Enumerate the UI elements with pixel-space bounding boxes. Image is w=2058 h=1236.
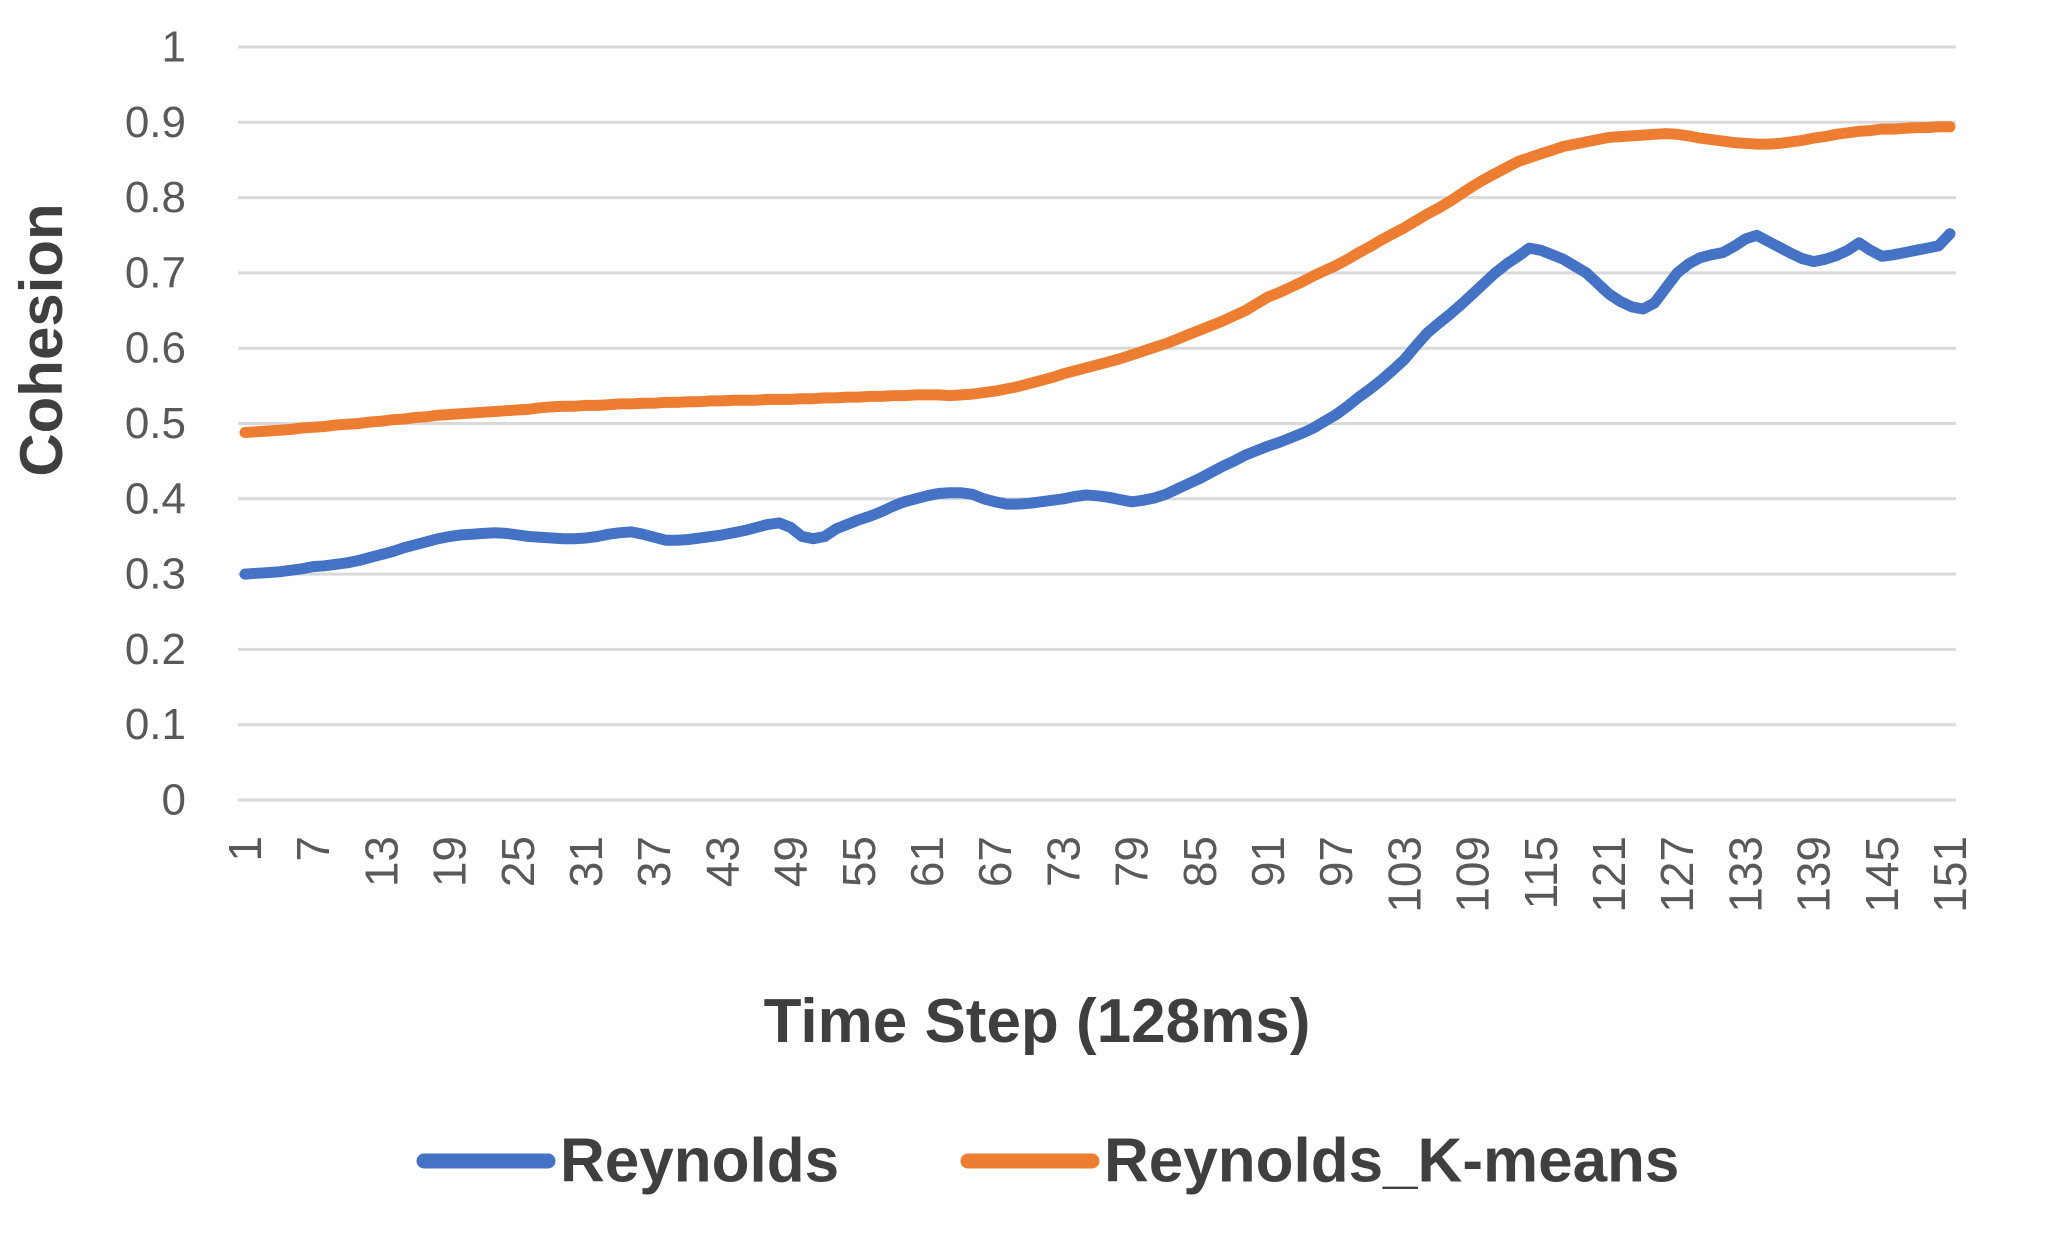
x-tick-label: 73 bbox=[1037, 836, 1089, 887]
x-tick-label: 133 bbox=[1719, 836, 1771, 913]
x-tick-label: 31 bbox=[560, 836, 612, 887]
x-tick-label: 151 bbox=[1924, 836, 1976, 913]
x-tick-label: 103 bbox=[1378, 836, 1430, 913]
series-line-reynolds bbox=[239, 228, 1956, 580]
y-tick-label: 0 bbox=[162, 776, 186, 825]
x-tick-label: 79 bbox=[1106, 836, 1158, 887]
y-tick-label: 0.4 bbox=[125, 474, 186, 523]
x-tick-label: 37 bbox=[628, 836, 680, 887]
x-tick-label: 109 bbox=[1447, 836, 1499, 913]
x-tick-label: 91 bbox=[1242, 836, 1294, 887]
y-axis-title: Cohesion bbox=[8, 203, 75, 476]
x-tick-label: 85 bbox=[1174, 836, 1226, 887]
y-tick-label: 0.6 bbox=[125, 324, 186, 373]
y-tick-label: 0.9 bbox=[125, 98, 186, 147]
legend-item-reynolds: Reynolds bbox=[416, 1127, 839, 1196]
y-tick-label: 1 bbox=[162, 23, 186, 72]
x-tick-label: 121 bbox=[1583, 836, 1635, 913]
legend-label-reynolds-k-means: Reynolds_K-means bbox=[1104, 1127, 1679, 1196]
x-tick-label: 55 bbox=[833, 836, 885, 887]
series-line-reynolds-k-means bbox=[239, 121, 1956, 438]
y-axis-tick-labels: 0 0.1 0.2 0.3 0.4 0.5 0.6 0.7 0.8 0.9 1 bbox=[125, 23, 186, 825]
legend: Reynolds Reynolds_K-means bbox=[416, 1127, 1679, 1196]
x-tick-label: 145 bbox=[1856, 836, 1908, 913]
y-tick-label: 0.3 bbox=[125, 550, 186, 599]
y-tick-label: 0.8 bbox=[125, 173, 186, 222]
legend-label-reynolds: Reynolds bbox=[560, 1127, 839, 1196]
x-tick-label: 49 bbox=[765, 836, 817, 887]
x-axis-title: Time Step (128ms) bbox=[764, 987, 1311, 1056]
x-tick-label: 7 bbox=[287, 836, 339, 862]
y-tick-label: 0.7 bbox=[125, 248, 186, 297]
x-tick-label: 67 bbox=[969, 836, 1021, 887]
x-tick-label: 115 bbox=[1515, 836, 1567, 909]
y-tick-label: 0.2 bbox=[125, 625, 186, 674]
legend-item-reynolds-k-means: Reynolds_K-means bbox=[960, 1127, 1679, 1196]
x-tick-label: 127 bbox=[1651, 836, 1703, 913]
x-tick-label: 19 bbox=[424, 836, 476, 887]
x-tick-label: 97 bbox=[1310, 836, 1362, 887]
y-tick-label: 0.1 bbox=[125, 700, 186, 749]
x-tick-label: 43 bbox=[696, 836, 748, 887]
x-tick-label: 13 bbox=[355, 836, 407, 887]
gridlines bbox=[238, 45, 1956, 802]
x-tick-label: 139 bbox=[1788, 836, 1840, 913]
x-tick-label: 1 bbox=[219, 836, 271, 862]
x-tick-label: 61 bbox=[901, 836, 953, 887]
x-axis-tick-labels: 1 7 13 19 25 31 37 43 49 55 61 67 73 79 85 91 97 103 109 11… bbox=[219, 836, 1976, 913]
y-tick-label: 0.5 bbox=[125, 399, 186, 448]
x-tick-label: 25 bbox=[492, 836, 544, 887]
